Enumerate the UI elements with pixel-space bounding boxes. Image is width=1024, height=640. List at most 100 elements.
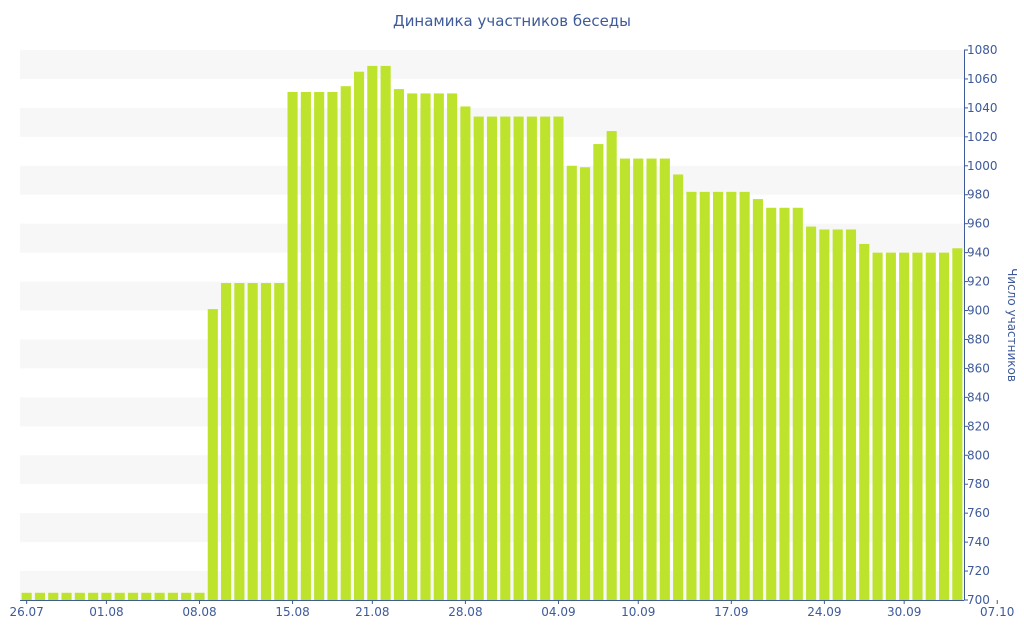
bar[interactable] — [646, 158, 657, 601]
bar[interactable] — [832, 229, 843, 600]
bar[interactable] — [952, 248, 963, 600]
y-tick-label: 980 — [967, 188, 990, 202]
bar[interactable] — [633, 158, 644, 601]
y-tick-label: 900 — [967, 304, 990, 318]
bar[interactable] — [300, 91, 311, 600]
y-tick-label: 740 — [967, 535, 990, 549]
bar[interactable] — [500, 116, 511, 600]
bar[interactable] — [181, 592, 192, 600]
bar[interactable] — [659, 158, 670, 601]
bar[interactable] — [88, 592, 99, 600]
bar[interactable] — [420, 93, 431, 600]
x-tick-label: 24.09 — [807, 605, 841, 619]
bar[interactable] — [167, 592, 178, 600]
bar[interactable] — [673, 174, 684, 600]
bar[interactable] — [367, 65, 378, 601]
grid-band — [20, 50, 964, 79]
x-tick-label: 04.09 — [541, 605, 575, 619]
bar[interactable] — [61, 592, 72, 600]
bar[interactable] — [859, 243, 870, 600]
bar[interactable] — [194, 592, 205, 600]
bar[interactable] — [460, 106, 471, 601]
bar-series — [21, 65, 963, 601]
bar[interactable] — [353, 71, 365, 601]
bar[interactable] — [779, 207, 790, 600]
y-tick-label: 960 — [967, 217, 990, 231]
bar[interactable] — [752, 199, 763, 600]
x-tick-label: 10.09 — [621, 605, 655, 619]
bar[interactable] — [726, 191, 737, 600]
bar[interactable] — [526, 116, 537, 600]
bar[interactable] — [766, 207, 777, 600]
y-tick-label: 800 — [967, 448, 990, 462]
bar[interactable] — [287, 91, 298, 600]
bar[interactable] — [939, 252, 950, 600]
bar[interactable] — [127, 592, 139, 600]
bar[interactable] — [580, 167, 591, 600]
bar[interactable] — [34, 592, 45, 600]
bar[interactable] — [314, 91, 325, 600]
bar[interactable] — [21, 592, 32, 600]
bar[interactable] — [593, 144, 604, 600]
bar[interactable] — [699, 191, 710, 600]
y-tick-label: 880 — [967, 332, 990, 346]
y-tick-label: 920 — [967, 275, 990, 289]
bar[interactable] — [274, 283, 285, 600]
bar[interactable] — [48, 592, 59, 600]
bar[interactable] — [739, 191, 750, 600]
y-axis-ticks: 700 720 740 760 780 800 820 840 860 880 900 920 940 9… — [964, 43, 998, 607]
bar[interactable] — [792, 207, 803, 600]
bar[interactable] — [486, 116, 498, 600]
bar[interactable] — [912, 252, 923, 600]
bar[interactable] — [606, 131, 617, 601]
y-tick-label: 1080 — [967, 43, 998, 57]
bar[interactable] — [260, 283, 272, 600]
bar[interactable] — [393, 89, 404, 600]
bar[interactable] — [407, 93, 418, 600]
chart-title: Динамика участников беседы — [392, 12, 632, 30]
y-tick-label: 820 — [967, 419, 990, 433]
y-tick-label: 780 — [967, 477, 990, 491]
y-tick-label: 860 — [967, 361, 990, 375]
bar[interactable] — [447, 93, 458, 600]
y-tick-label: 700 — [967, 593, 990, 607]
bar[interactable] — [566, 165, 577, 600]
y-tick-label: 1060 — [967, 72, 998, 86]
y-tick-label: 760 — [967, 506, 990, 520]
bar[interactable] — [101, 592, 112, 600]
bar[interactable] — [207, 309, 218, 600]
bar[interactable] — [114, 592, 125, 600]
bar[interactable] — [340, 86, 351, 601]
bar[interactable] — [327, 91, 338, 600]
bar[interactable] — [513, 116, 524, 600]
bar[interactable] — [899, 252, 910, 600]
bar[interactable] — [473, 116, 484, 600]
bar[interactable] — [925, 252, 936, 600]
bar[interactable] — [872, 252, 883, 600]
bar[interactable] — [540, 116, 551, 600]
x-tick-label: 17.09 — [714, 605, 748, 619]
bar[interactable] — [885, 252, 896, 600]
bar[interactable] — [74, 592, 85, 600]
bar[interactable] — [141, 592, 152, 600]
bar[interactable] — [380, 65, 391, 601]
x-tick-label: 01.08 — [89, 605, 123, 619]
bar[interactable] — [686, 191, 697, 600]
x-axis-ticks: 26.07 01.08 08.08 15.08 21.08 28.08 04.09 10.09… — [9, 600, 1014, 619]
y-tick-label: 840 — [967, 390, 990, 404]
x-tick-label: 08.08 — [182, 605, 216, 619]
bar[interactable] — [845, 229, 857, 600]
bar[interactable] — [619, 158, 631, 601]
y-tick-label: 1020 — [967, 130, 998, 144]
y-tick-label: 720 — [967, 564, 990, 578]
bar[interactable] — [154, 592, 165, 600]
bar[interactable] — [819, 229, 830, 600]
bar[interactable] — [433, 93, 444, 600]
bar[interactable] — [234, 283, 245, 600]
bar[interactable] — [712, 191, 724, 600]
bar[interactable] — [221, 283, 232, 600]
bar[interactable] — [806, 226, 817, 600]
bar[interactable] — [553, 116, 564, 600]
bar[interactable] — [247, 283, 258, 600]
